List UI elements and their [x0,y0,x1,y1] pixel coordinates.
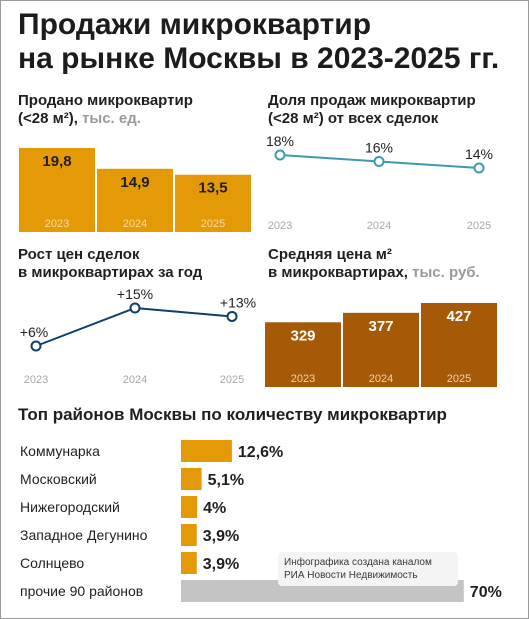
sold-year-label: 2023 [45,218,69,230]
share-year-label: 2023 [268,220,292,232]
price-year-label: 2025 [447,373,471,385]
growth-title-line-2: в микроквартирах за год [18,264,203,281]
growth-title-line-1: Рост цен сделок [18,246,140,263]
district-name-label: Московский [20,471,97,487]
price-title-line-1: Средняя цена м² [268,246,392,263]
sold-value-label: 19,8 [42,153,71,170]
growth-point-2023 [30,340,42,352]
sold-title-text: (<28 м²), [18,110,78,127]
price-title-line-2: в микроквартирах, тыс. руб. [268,264,480,282]
sold-year-label: 2024 [123,218,147,230]
growth-year-label: 2023 [24,374,48,386]
district-name-label: прочие 90 районов [20,583,143,599]
growth-value-label: +15% [117,286,153,302]
growth-line [35,306,233,347]
note-line-1: Инфографика создана каналом [284,557,432,568]
sold-unit: тыс. ед. [82,110,141,127]
district-bar-5 [181,552,197,574]
share-point-2023 [274,149,286,161]
price-year-label: 2023 [291,373,315,385]
share-point-2024 [373,156,385,167]
district-bar-4 [181,524,197,546]
district-value-label: 3,9% [203,528,239,545]
growth-point-2024 [129,302,141,314]
price-value-label: 377 [368,318,393,335]
share-title-line-2: (<28 м²) от всех сделок [268,110,439,127]
price-year-label: 2024 [369,373,393,385]
share-chart-title: Доля продаж микроквартир (<28 м²) от все… [268,92,476,128]
growth-chart-title: Рост цен сделок в микроквартирах за год [18,246,202,282]
sold-title-line-2: (<28 м²), тыс. ед. [18,110,193,128]
price-bar-2025 [421,303,497,387]
district-bar-2 [181,468,202,490]
sold-bar-2025 [175,174,251,232]
districts-title: Топ районов Москвы по количеству микрокв… [18,405,447,424]
share-year-label: 2024 [367,220,391,232]
title-line-2: на рынке Москвы в 2023-2025 гг. [18,42,500,75]
sold-chart-title: Продано микроквартир (<28 м²), тыс. ед. [18,92,193,128]
district-bar-3 [181,496,198,518]
sold-title-line-1: Продано микроквартир [18,92,193,109]
price-value-label: 427 [446,308,471,325]
sold-value-label: 14,9 [120,174,149,191]
district-value-label: 3,9% [203,556,239,573]
district-name-label: Западное Дегунино [20,527,148,543]
share-title-line-1: Доля продаж микроквартир [268,92,476,109]
share-year-label: 2025 [467,220,491,232]
sold-bar-2023 [19,148,95,232]
sold-bar-2024 [97,168,173,232]
sold-value-label: 13,5 [198,180,227,197]
growth-value-label: +13% [220,294,256,310]
price-bar-2023 [265,322,341,387]
growth-year-label: 2025 [220,374,244,386]
note-line-2: РИА Новости Недвижимость [284,570,418,581]
growth-value-label: +6% [20,324,48,340]
price-chart-title: Средняя цена м² в микроквартирах, тыс. р… [268,246,480,282]
district-name-label: Нижегородский [20,499,120,515]
district-value-label: 12,6% [238,444,283,461]
price-title-text: в микроквартирах, [268,264,408,281]
district-value-label: 5,1% [208,472,244,489]
growth-year-label: 2024 [123,374,147,386]
district-name-label: Солнцево [20,555,84,571]
district-name-label: Коммунарка [20,443,100,459]
district-bar-1 [181,440,232,462]
price-value-label: 329 [290,327,315,344]
price-unit: тыс. руб. [412,264,480,281]
price-bar-2024 [343,312,419,387]
page-title: Продажи микроквартир на рынке Москвы в 2… [18,8,499,76]
share-point-2025 [473,162,485,174]
growth-point-2025 [226,310,238,322]
title-line-1: Продажи микроквартир [18,8,372,41]
sold-year-label: 2025 [201,218,225,230]
share-value-label: 16% [365,140,393,156]
share-value-label: 14% [465,146,493,162]
share-value-label: 18% [266,133,294,149]
district-value-label: 4% [203,500,226,517]
district-value-label: 70% [470,584,502,601]
source-note: Инфографика создана каналом РИА Новости … [278,552,458,586]
